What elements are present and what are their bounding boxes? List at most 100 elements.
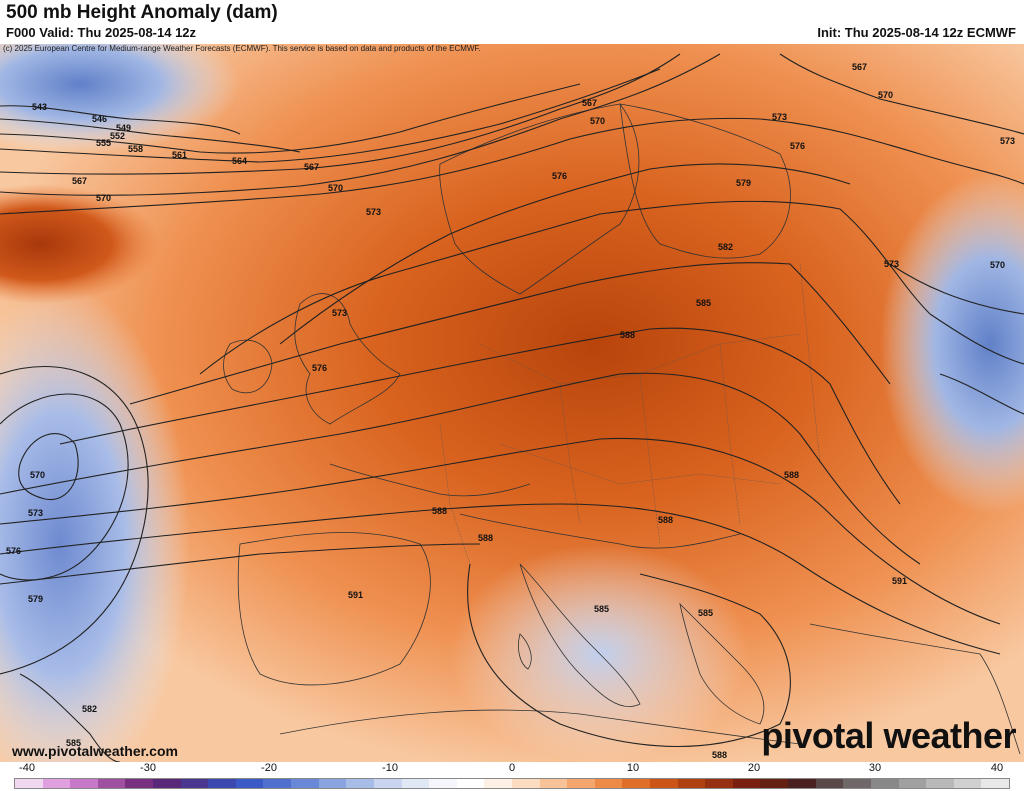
website-link[interactable]: www.pivotalweather.com <box>12 743 178 759</box>
contour-label: 585 <box>696 298 711 308</box>
colorbar-tick: 40 <box>990 762 1004 774</box>
colorbar-swatch <box>263 779 292 788</box>
contour-label: 558 <box>128 144 143 154</box>
contour-label: 576 <box>6 546 21 556</box>
contour-label: 543 <box>32 102 47 112</box>
contour-label: 570 <box>990 260 1005 270</box>
colorbar-swatch <box>594 779 623 788</box>
contour-label: 567 <box>72 176 87 186</box>
colorbar-swatch <box>677 779 706 788</box>
contour-label: 573 <box>884 259 899 269</box>
contour-label: 576 <box>552 171 567 181</box>
contour-labels: 543 546 549 552 555 558 561 564 567 567 … <box>6 62 1015 760</box>
colorbar-swatch <box>235 779 264 788</box>
contour-label: 564 <box>232 156 247 166</box>
contour-label: 573 <box>366 207 381 217</box>
colorbar-swatch <box>291 779 319 788</box>
contour-label: 588 <box>712 750 727 760</box>
contour-label: 582 <box>82 704 97 714</box>
colorbar-swatch <box>815 779 844 788</box>
colorbar-swatch <box>70 779 98 788</box>
colorbar-tick: 30 <box>868 762 882 774</box>
valid-time: F000 Valid: Thu 2025-08-14 12z <box>6 25 197 40</box>
contour-label: 591 <box>892 576 907 586</box>
colorbar-swatch <box>373 779 402 788</box>
colorbar-swatch <box>401 779 430 788</box>
copyright-notice: (c) 2025 European Centre for Medium-rang… <box>3 44 481 53</box>
contour-label: 567 <box>852 62 867 72</box>
contour-label: 588 <box>432 506 447 516</box>
contour-label: 573 <box>332 308 347 318</box>
cool-anomaly-mediterranean <box>450 544 750 762</box>
colorbar-swatch <box>981 779 1009 788</box>
contour-label: 576 <box>312 363 327 373</box>
contour-label: 585 <box>66 738 81 748</box>
contour-label: 561 <box>172 150 187 160</box>
height-contours <box>0 53 1024 762</box>
contour-label: 570 <box>590 116 605 126</box>
colorbar-swatch <box>870 779 899 788</box>
contour-label: 567 <box>582 98 597 108</box>
contour-label: 573 <box>1000 136 1015 146</box>
contour-label: 585 <box>594 604 609 614</box>
colorbar-swatch <box>15 779 43 788</box>
contour-label: 573 <box>28 508 43 518</box>
contour-label: 573 <box>772 112 787 122</box>
warm-anomaly-atlantic <box>0 184 160 304</box>
colorbar-swatch <box>788 779 816 788</box>
colorbar-swatch <box>208 779 236 788</box>
colorbar-swatch <box>843 779 871 788</box>
colorbar-tick: 10 <box>626 762 640 774</box>
contour-label: 570 <box>30 470 45 480</box>
colorbar-swatch <box>318 779 347 788</box>
colorbar-tick: -10 <box>382 762 398 774</box>
colorbar-swatch <box>650 779 678 788</box>
colorbar-swatch <box>456 779 485 788</box>
contour-label: 582 <box>718 242 733 252</box>
contour-label: 570 <box>328 183 343 193</box>
contour-label: 567 <box>304 162 319 172</box>
map-title: 500 mb Height Anomaly (dam) <box>6 2 278 23</box>
contour-label: 588 <box>478 533 493 543</box>
coastlines <box>223 103 1021 755</box>
init-time: Init: Thu 2025-08-14 12z ECMWF <box>817 25 1016 40</box>
colorbar-swatch <box>898 779 927 788</box>
contour-label: 570 <box>878 90 893 100</box>
height-anomaly-map[interactable]: 543 546 549 552 555 558 561 564 567 567 … <box>0 44 1024 762</box>
contour-label: 549 <box>116 123 131 133</box>
colorbar-swatch <box>42 779 71 788</box>
colorbar-swatch <box>429 779 457 788</box>
colorbar-swatch <box>705 779 733 788</box>
colorbar-swatch <box>153 779 181 788</box>
colorbar-tick: -40 <box>19 762 35 774</box>
map-canvas: 543 546 549 552 555 558 561 564 567 567 … <box>0 44 1024 762</box>
contour-label: 576 <box>790 141 805 151</box>
colorbar-tick: 20 <box>747 762 761 774</box>
contour-label: 546 <box>92 114 107 124</box>
cool-anomaly-greenland <box>0 44 240 154</box>
cool-anomaly-russia <box>880 174 1024 514</box>
colorbar-swatch <box>760 779 789 788</box>
colorbar-scale <box>14 778 1010 789</box>
colorbar-tick: -20 <box>261 762 277 774</box>
colorbar-swatch <box>567 779 595 788</box>
contour-label: 588 <box>784 470 799 480</box>
cool-anomaly-atlantic <box>0 284 190 762</box>
colorbar-swatch <box>926 779 954 788</box>
contour-label: 552 <box>110 131 125 141</box>
colorbar-swatch <box>953 779 982 788</box>
colorbar-swatch <box>732 779 761 788</box>
contour-label: 579 <box>28 594 43 604</box>
contour-label: 588 <box>620 330 635 340</box>
brand-logo: pivotal weather <box>761 715 1016 756</box>
contour-label: 555 <box>96 138 111 148</box>
colorbar-tick: -30 <box>140 762 156 774</box>
colorbar-swatch <box>539 779 568 788</box>
contour-label: 579 <box>736 178 751 188</box>
colorbar-swatch <box>346 779 374 788</box>
contour-label: 588 <box>658 515 673 525</box>
colorbar: -40 -30 -20 -10 0 10 20 30 40 <box>0 762 1024 791</box>
header: 500 mb Height Anomaly (dam) F000 Valid: … <box>0 0 1024 44</box>
contour-label: 591 <box>348 590 363 600</box>
contour-label: 585 <box>698 608 713 618</box>
